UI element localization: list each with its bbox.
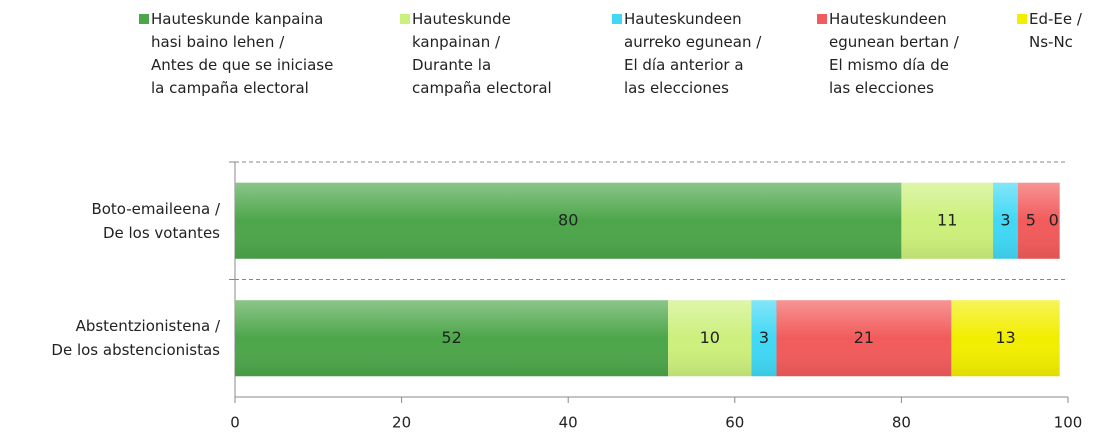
data-label: 52 xyxy=(441,328,461,347)
bar-shine xyxy=(993,182,1019,259)
bar-shine xyxy=(1018,182,1060,259)
x-tick-label: 0 xyxy=(230,414,240,432)
x-tick-label: 40 xyxy=(559,414,578,432)
bar-shine xyxy=(901,182,994,259)
category-label: Boto-emaileena / De los votantes xyxy=(91,199,220,242)
data-label: 11 xyxy=(937,210,957,229)
bar-shine xyxy=(235,300,669,377)
data-label: 13 xyxy=(995,328,1015,347)
legend-label: Ed-Ee / Ns-Nc xyxy=(1029,10,1082,51)
data-label: 21 xyxy=(854,328,874,347)
legend-swatch xyxy=(1017,14,1027,24)
legend-swatch xyxy=(612,14,622,24)
legend-swatch xyxy=(400,14,410,24)
bar-shine xyxy=(751,300,777,377)
legend-label: Hauteskundeen aurreko egunean / El día a… xyxy=(624,10,762,97)
data-label: 5 xyxy=(1026,210,1036,229)
bar-shine xyxy=(235,182,902,259)
bar-shine xyxy=(776,300,952,377)
legend-swatch xyxy=(817,14,827,24)
x-tick-label: 20 xyxy=(392,414,411,432)
data-label: 3 xyxy=(1000,210,1010,229)
data-label: 80 xyxy=(558,210,578,229)
legend-label: Hauteskundeen egunean bertan / El mismo … xyxy=(829,10,959,97)
data-label: 10 xyxy=(700,328,720,347)
data-label: 3 xyxy=(759,328,769,347)
legend-swatch xyxy=(139,14,149,24)
bar-shine xyxy=(668,300,752,377)
category-label: Abstentzionistena / De los abstencionist… xyxy=(51,317,220,360)
legend-label: Hauteskunde kanpainan / Durante la campa… xyxy=(412,10,552,97)
legend-label: Hauteskunde kanpaina hasi baino lehen / … xyxy=(151,10,334,97)
x-tick-label: 60 xyxy=(725,414,744,432)
data-label: 0 xyxy=(1049,210,1059,229)
x-tick-label: 100 xyxy=(1054,414,1083,432)
x-tick-label: 80 xyxy=(892,414,911,432)
bar-shine xyxy=(951,300,1060,377)
